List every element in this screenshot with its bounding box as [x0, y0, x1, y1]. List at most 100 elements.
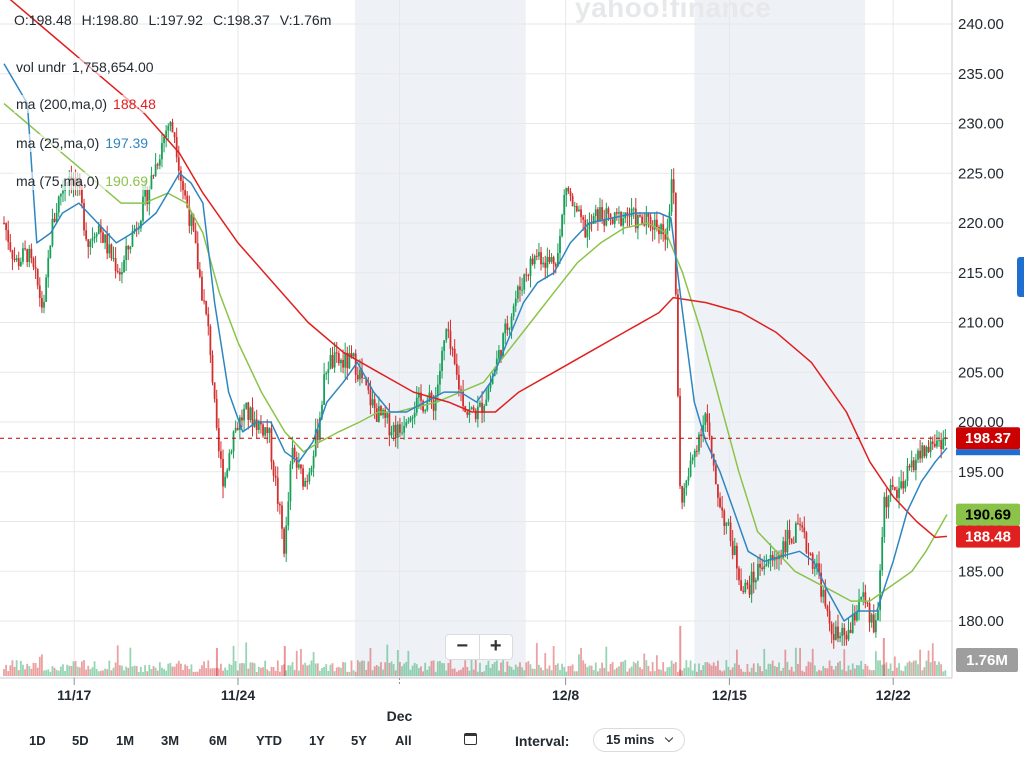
volume-bar — [925, 660, 928, 676]
volume-bar — [729, 669, 732, 676]
volume-bar — [112, 667, 115, 676]
legend-value: 188.48 — [113, 96, 156, 112]
interval-label: Interval: — [515, 733, 570, 749]
candle-body — [26, 249, 29, 263]
candle-body — [447, 329, 450, 331]
range-6m-button[interactable]: 6M — [209, 733, 228, 748]
zoom-out-button[interactable]: − — [446, 635, 480, 659]
candle-body — [264, 427, 267, 436]
volume-bar — [870, 670, 873, 676]
volume-bar — [567, 666, 570, 676]
volume-bar — [904, 665, 907, 676]
candle-body — [889, 485, 892, 496]
candle-body — [630, 208, 633, 217]
range-all-button[interactable]: All — [395, 733, 412, 748]
volume-bar — [49, 671, 52, 676]
candle-body — [529, 258, 532, 276]
x-tick-label: 12/8 — [552, 687, 579, 703]
candle-body — [34, 266, 37, 269]
volume-bar — [609, 663, 612, 676]
range-5d-button[interactable]: 5D — [72, 733, 89, 748]
volume-bar — [514, 664, 517, 676]
volume-bar — [858, 665, 860, 676]
volume-bar — [316, 663, 319, 676]
candle-body — [594, 209, 597, 217]
range-1d-button[interactable]: 1D — [29, 733, 46, 748]
candle-body — [177, 157, 180, 171]
candle-body — [672, 179, 675, 193]
candle-body — [786, 530, 789, 553]
volume-bar — [584, 663, 587, 676]
candle-body — [666, 227, 669, 240]
volume-bar — [72, 661, 75, 676]
volume-bar — [232, 645, 235, 676]
y-tick-label: 235.00 — [958, 66, 1004, 83]
volume-bar — [144, 665, 147, 676]
legend-ma25[interactable]: ma (25,ma,0) 197.39 — [14, 134, 151, 152]
volume-bar — [872, 670, 875, 676]
volume-bar — [773, 666, 776, 676]
volume-bar — [152, 666, 155, 676]
candle-body — [331, 355, 334, 368]
candle-body — [257, 421, 260, 431]
range-5y-button[interactable]: 5Y — [351, 733, 367, 748]
volume-bar — [879, 660, 881, 676]
candle-body — [639, 215, 641, 217]
legend-ma75[interactable]: ma (75,ma,0) 190.69 — [14, 172, 151, 190]
candle-body — [516, 286, 519, 299]
volume-bar — [744, 671, 747, 676]
volume-bar — [664, 671, 667, 676]
candle-body — [97, 225, 100, 235]
legend-volume-underlay[interactable]: vol undr 1,758,654.00 — [14, 58, 156, 76]
candle-body — [620, 212, 622, 226]
calendar-icon[interactable] — [464, 733, 477, 745]
candle-body — [13, 258, 16, 261]
volume-bar — [521, 667, 523, 676]
candle-body — [641, 216, 644, 225]
candle-body — [409, 417, 412, 422]
axis-scroll-handle[interactable] — [1017, 257, 1024, 297]
volume-bar — [182, 669, 184, 676]
legend-label: ma (200,ma,0) — [16, 96, 108, 112]
volume-bar — [156, 670, 159, 676]
candle-body — [752, 571, 755, 583]
volume-bar — [394, 670, 397, 676]
volume-bar — [853, 668, 856, 676]
range-1y-button[interactable]: 1Y — [309, 733, 325, 748]
range-1m-button[interactable]: 1M — [116, 733, 135, 748]
volume-bar — [483, 671, 486, 676]
volume-bar — [725, 660, 728, 676]
candle-body — [266, 427, 269, 434]
interval-select[interactable]: 15 mins — [593, 728, 685, 752]
candle-body — [333, 352, 336, 368]
candle-body — [906, 465, 909, 481]
candle-body — [525, 274, 528, 276]
zoom-in-button[interactable]: + — [489, 635, 502, 657]
candle-body — [245, 402, 248, 409]
volume-bar — [672, 663, 675, 676]
volume-bar — [76, 666, 79, 676]
ma-price-tag: 188.48 — [965, 529, 1011, 546]
candle-body — [152, 175, 155, 177]
candle-body — [359, 369, 361, 380]
volume-bar — [824, 668, 827, 676]
candle-body — [270, 428, 273, 462]
volume-bar — [108, 660, 111, 676]
range-3m-button[interactable]: 3M — [161, 733, 180, 748]
volume-bar — [24, 669, 26, 676]
candle-body — [767, 560, 770, 564]
legend-ma200[interactable]: ma (200,ma,0) 188.48 — [14, 95, 158, 113]
candle-body — [323, 374, 326, 405]
volume-bar — [253, 663, 256, 676]
volume-bar — [613, 669, 616, 676]
volume-bar — [445, 670, 448, 676]
candle-body — [864, 592, 867, 603]
candle-body — [9, 242, 12, 251]
candle-body — [792, 542, 795, 544]
volume-bar — [563, 666, 566, 676]
range-ytd-button[interactable]: YTD — [256, 733, 282, 748]
candle-body — [38, 285, 41, 298]
volume-bar — [660, 669, 662, 676]
candle-body — [704, 413, 707, 425]
